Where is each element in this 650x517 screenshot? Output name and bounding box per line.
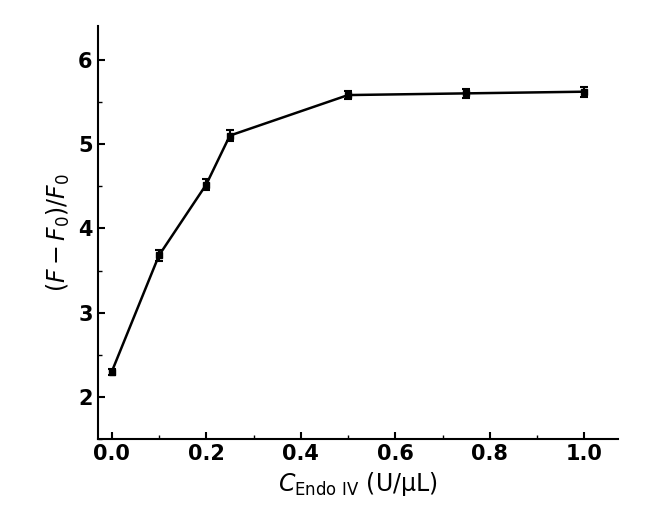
Y-axis label: $(F-F_0)/F_0$: $(F-F_0)/F_0$: [46, 173, 72, 292]
X-axis label: $C_{\rm Endo\ IV}$ (U/μL): $C_{\rm Endo\ IV}$ (U/μL): [278, 470, 437, 498]
